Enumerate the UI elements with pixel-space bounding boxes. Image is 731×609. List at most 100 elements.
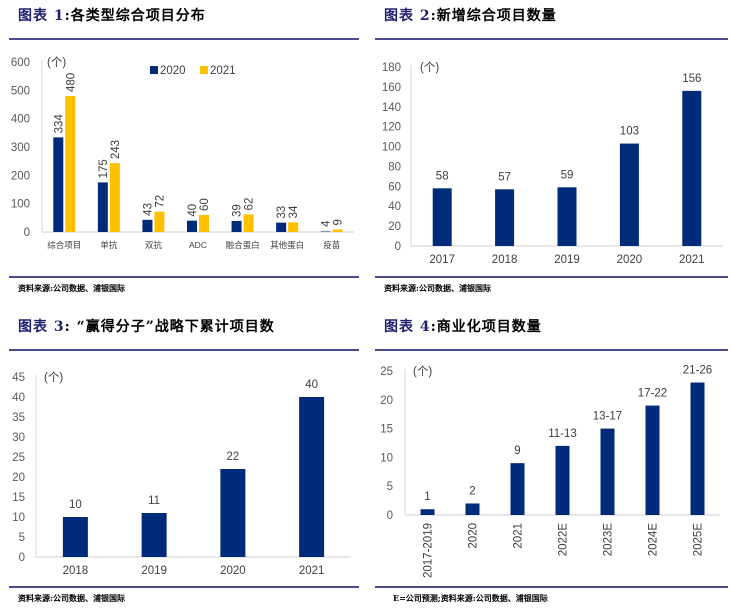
bar-2021 — [109, 163, 120, 232]
bar-2021 — [332, 229, 343, 232]
y-tick-label: 0 — [19, 552, 25, 564]
y-tick-label: 60 — [388, 181, 401, 193]
bar-2020 — [142, 219, 153, 232]
y-tick-label: 15 — [12, 492, 25, 504]
y-tick-label: 20 — [388, 221, 401, 233]
chart1-title: 图表 1:各类型综合项目分布 — [18, 5, 206, 25]
y-tick-label: 100 — [11, 199, 30, 211]
y-tick-label: 20 — [380, 395, 393, 407]
x-tick-label: 2018 — [492, 254, 518, 266]
x-tick-label: 2020 — [220, 565, 246, 577]
y-tick-label: 5 — [19, 532, 25, 544]
data-label: 1 — [424, 491, 430, 503]
data-label: 175 — [98, 159, 110, 178]
data-label: 11-13 — [548, 428, 577, 440]
y-tick-label: 10 — [12, 512, 25, 524]
data-label: 33 — [276, 206, 288, 219]
data-label: 17-22 — [638, 388, 667, 400]
y-tick-label: 200 — [11, 170, 30, 182]
data-label: 57 — [498, 171, 511, 183]
bar-2021 — [243, 214, 254, 232]
bar — [645, 405, 660, 515]
y-unit-label: (个) — [413, 365, 432, 378]
chart3-top-rule — [9, 349, 359, 351]
chart4-plot: 0 5 10 15 20 25 (个) 1 2017-2019 2 2020 9 2021 11-13 20… — [380, 365, 720, 578]
chart1-title-text: :各类型综合项目分布 — [64, 8, 206, 24]
bar — [690, 382, 705, 515]
bar-2020 — [53, 137, 64, 232]
data-label: 39 — [232, 204, 244, 217]
data-label: 334 — [53, 114, 65, 134]
chart2-title-text: :新增综合项目数量 — [430, 8, 557, 24]
data-label: 58 — [436, 170, 449, 182]
chart3-title: 图表 3: “赢得分子”战略下累计项目数 — [18, 316, 275, 336]
bar-2020 — [187, 220, 197, 232]
y-tick-label: 180 — [382, 62, 401, 74]
legend-swatch-2021 — [200, 66, 208, 74]
chart4-title-text: :商业化项目数量 — [430, 319, 542, 335]
data-label: 9 — [514, 445, 520, 457]
chart4-title-prefix: 图表 — [384, 319, 414, 335]
x-tick-label: 单抗 — [100, 240, 118, 250]
data-label: 60 — [199, 198, 211, 211]
x-tick-label: 2019 — [554, 254, 580, 266]
x-tick-label: 2021 — [513, 523, 525, 549]
bar-2021 — [288, 222, 299, 232]
x-tick-label: 2017-2019 — [423, 523, 435, 578]
y-tick-label: 500 — [11, 85, 30, 97]
x-tick-label: 2024E — [648, 523, 660, 557]
y-tick-label: 15 — [380, 424, 393, 436]
x-tick-label: 疫苗 — [323, 240, 341, 250]
y-tick-label: 0 — [24, 227, 30, 239]
data-label: 13-17 — [593, 411, 622, 423]
x-tick-label: 2020 — [617, 254, 643, 266]
y-tick-label: 80 — [388, 161, 401, 173]
x-tick-label: 融合蛋白 — [226, 240, 260, 250]
y-tick-label: 160 — [382, 82, 401, 94]
bar — [465, 503, 480, 515]
bar — [299, 397, 325, 557]
bar — [682, 90, 702, 246]
data-label: 59 — [561, 169, 574, 181]
x-tick-label: 2021 — [299, 565, 325, 577]
y-unit-label: (个) — [47, 56, 66, 69]
bar-2020 — [276, 222, 287, 232]
chart4-source: E=公司预测;资料来源:公司数据、浦银国际 — [393, 593, 548, 603]
bar-2021 — [154, 211, 165, 232]
y-tick-label: 30 — [12, 432, 25, 444]
chart1-bottom-rule — [9, 276, 359, 278]
y-tick-label: 40 — [12, 392, 25, 404]
chart1-top-rule — [9, 38, 359, 40]
chart2-top-rule — [375, 38, 728, 40]
y-tick-label: 35 — [12, 412, 25, 424]
bar — [555, 445, 570, 515]
chart4-top-rule — [375, 349, 728, 351]
data-label: 43 — [142, 203, 154, 216]
bar — [619, 143, 639, 246]
x-tick-label: 2017 — [429, 254, 455, 266]
y-unit-label: (个) — [420, 61, 439, 74]
y-tick-label: 5 — [387, 481, 393, 493]
chart2-title-num: 2 — [419, 8, 431, 24]
y-tick-label: 10 — [380, 452, 393, 464]
x-tick-label: 2022E — [558, 523, 570, 557]
bar — [600, 428, 615, 515]
data-label: 11 — [148, 495, 160, 507]
chart2-source: 资料来源:公司数据、浦银国际 — [384, 283, 491, 293]
chart3-bottom-rule — [9, 586, 359, 588]
y-tick-label: 300 — [11, 142, 30, 154]
bar — [220, 469, 246, 557]
x-tick-label: 2019 — [141, 565, 167, 577]
y-tick-label: 40 — [388, 201, 401, 213]
x-tick-label: 双抗 — [145, 240, 163, 250]
data-label: 34 — [288, 205, 300, 218]
chart1-title-num: 1 — [53, 8, 65, 24]
bar — [510, 463, 525, 515]
bar — [432, 188, 452, 246]
y-tick-label: 25 — [380, 366, 393, 378]
data-label: 62 — [244, 198, 256, 211]
data-label: 103 — [620, 126, 639, 138]
y-tick-label: 100 — [382, 142, 401, 154]
bar — [495, 189, 515, 246]
data-label: 40 — [305, 379, 318, 391]
